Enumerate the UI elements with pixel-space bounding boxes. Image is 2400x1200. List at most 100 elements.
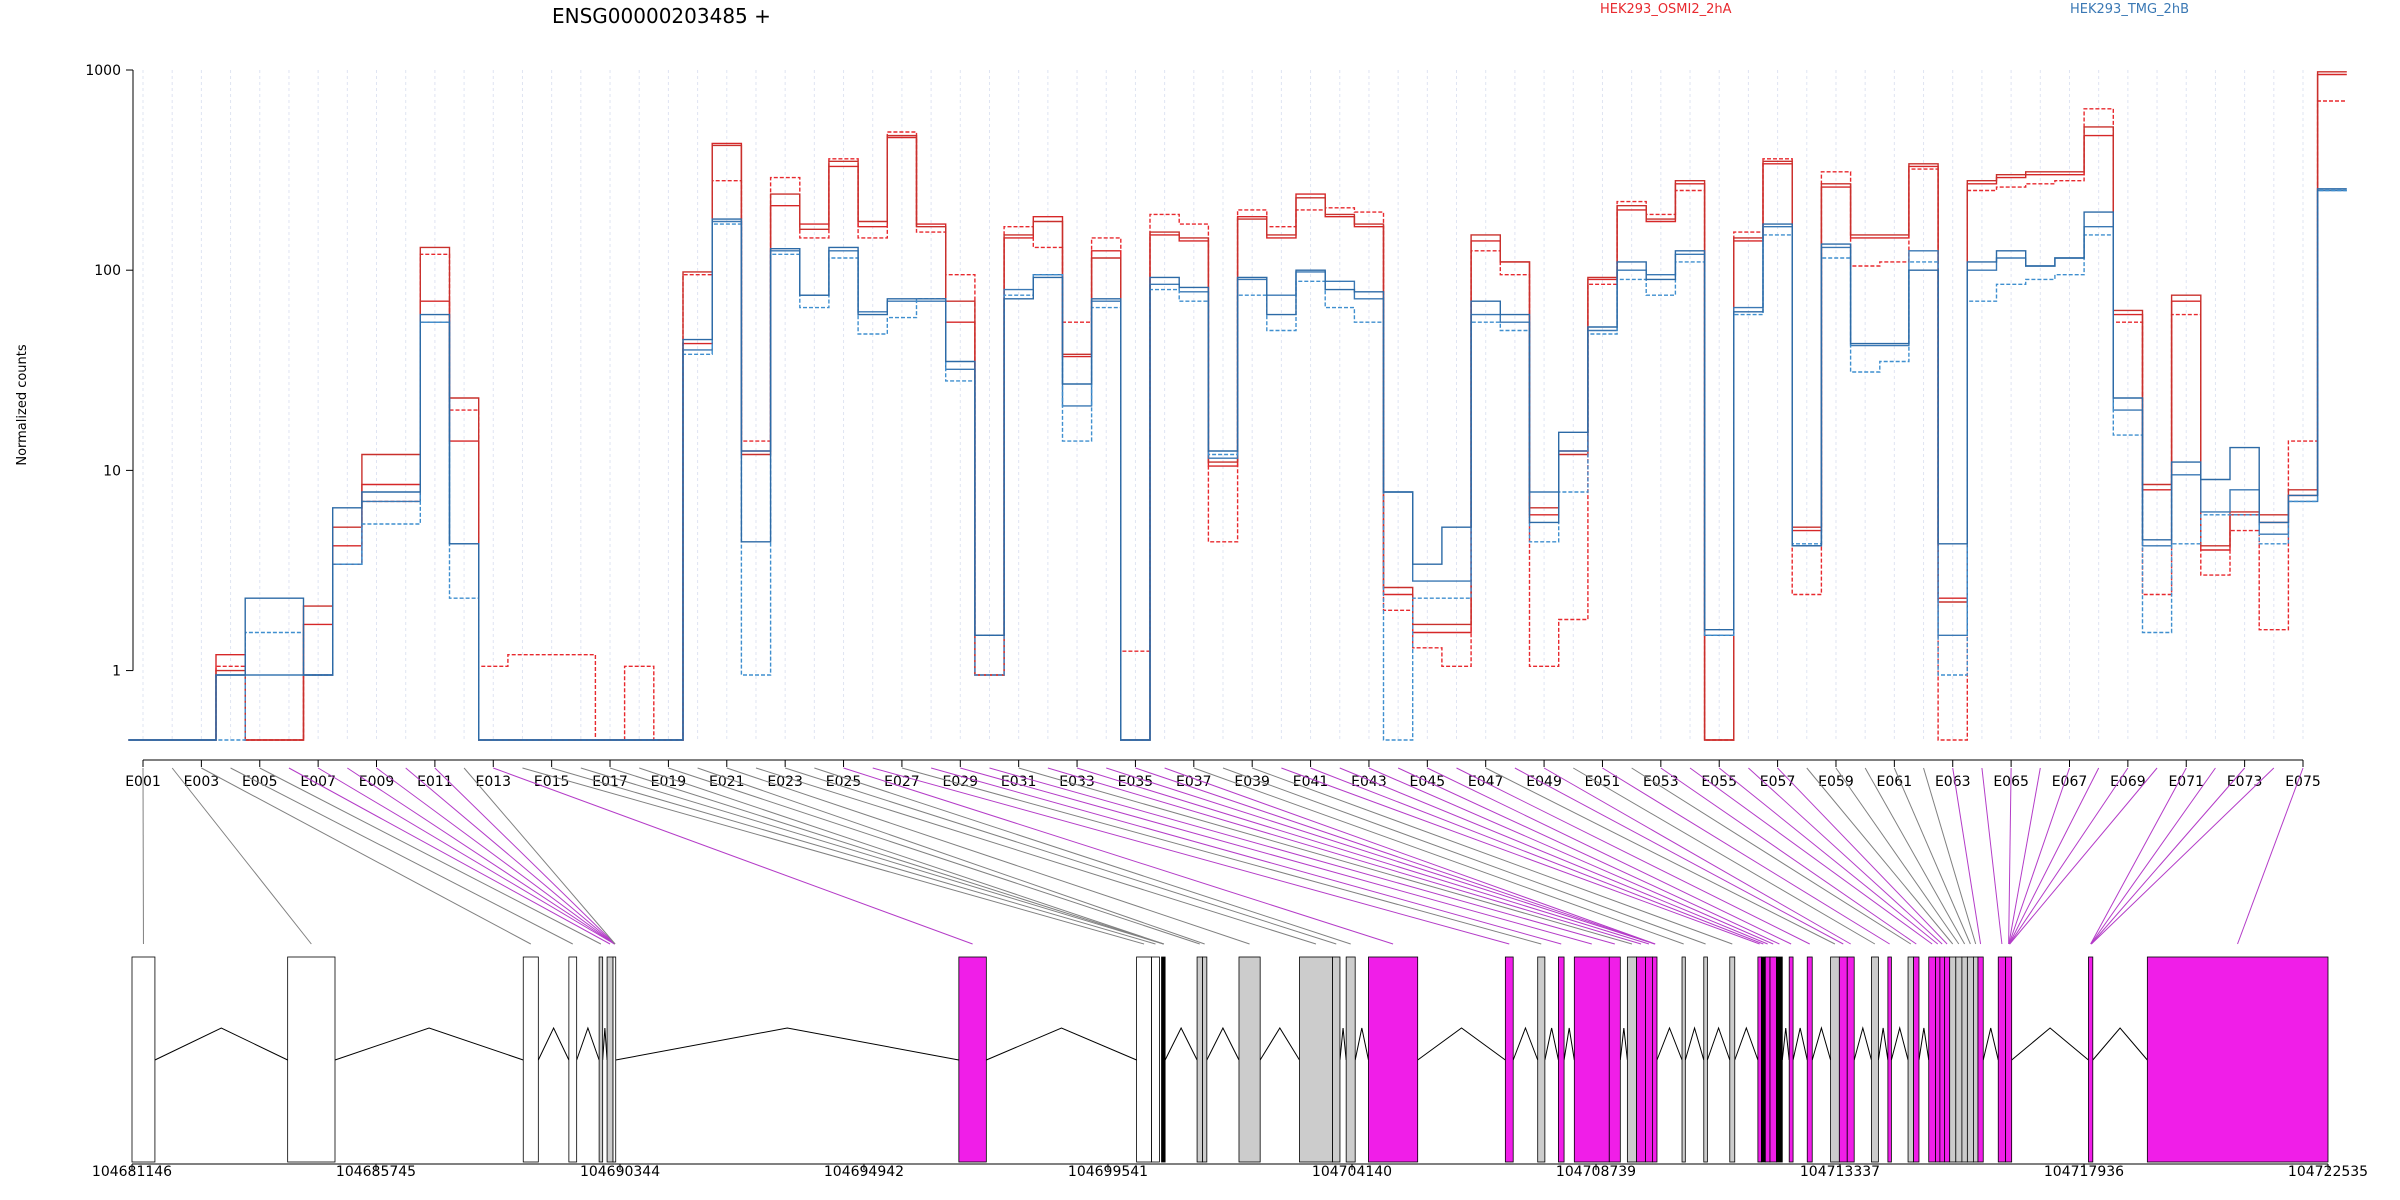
exon-connector-lines xyxy=(142,767,2304,945)
intron-chevron xyxy=(576,1026,600,1061)
x-tick-label: E029 xyxy=(943,774,979,790)
exon-box xyxy=(1838,956,1848,1163)
exon-connector xyxy=(1076,767,1650,945)
exon-connector xyxy=(1777,767,1948,945)
chart-title: ENSG00000203485 + xyxy=(552,4,771,28)
intron-chevron xyxy=(2011,1027,2089,1061)
exon-box xyxy=(2088,956,2094,1163)
intron-chevron xyxy=(1339,1027,1347,1061)
intron-chevron xyxy=(1877,1027,1889,1061)
coord-tick-label: 104717936 xyxy=(2044,1164,2124,1180)
intron-chevron xyxy=(615,1027,959,1061)
exon-connector xyxy=(755,767,1317,945)
coord-tick-label: 104704140 xyxy=(1312,1164,1392,1180)
exon-connector xyxy=(463,767,616,945)
intron-chevron xyxy=(986,1027,1137,1061)
x-tick-label: E033 xyxy=(1059,774,1095,790)
coord-tick-label: 104699541 xyxy=(1068,1164,1148,1180)
exon-connector xyxy=(1339,767,1768,945)
exon-connector xyxy=(405,767,616,945)
exon-connector xyxy=(1135,767,1656,945)
exon-box xyxy=(1928,956,1936,1163)
exon-box xyxy=(1949,956,1957,1163)
legend-label-tmg: HEK293_TMG_2hB xyxy=(2070,2,2189,17)
exon-connector xyxy=(230,767,573,945)
coord-tick-label: 104722535 xyxy=(2288,1164,2368,1180)
intron-chevron xyxy=(1619,1027,1628,1061)
intron-chevron xyxy=(1512,1026,1539,1061)
x-tick-label: E039 xyxy=(1234,774,1270,790)
exon-connector xyxy=(1222,767,1706,945)
exon-connector xyxy=(1310,767,1764,945)
exon-connector xyxy=(493,767,973,945)
x-tick-label: E053 xyxy=(1643,774,1679,790)
coord-tick-label: 104690344 xyxy=(580,1164,660,1180)
exon-box xyxy=(1769,956,1777,1163)
exon-box xyxy=(1681,956,1686,1163)
intron-chevron xyxy=(1417,1027,1506,1061)
intron-chevron xyxy=(1853,1026,1872,1061)
exon-box xyxy=(1961,956,1968,1163)
exon-box xyxy=(568,956,578,1163)
exon-box xyxy=(1196,956,1203,1163)
exon-box xyxy=(1907,956,1914,1163)
exon-connector xyxy=(2008,767,2041,945)
exon-box xyxy=(612,956,617,1163)
exon-box xyxy=(1944,956,1951,1163)
exon-box xyxy=(958,956,987,1163)
exon-connector xyxy=(1602,767,1890,945)
intron-chevron xyxy=(1918,1027,1930,1061)
intron-chevron xyxy=(1544,1027,1559,1061)
x-tick-label: E011 xyxy=(417,774,453,790)
exon-box xyxy=(1537,956,1546,1163)
exon-connector xyxy=(1573,767,1876,945)
exon-connector xyxy=(1047,767,1642,945)
exon-box xyxy=(1299,956,1333,1163)
exon-box xyxy=(1238,956,1261,1163)
exon-connector xyxy=(989,767,1615,945)
y-axis-label: Normalized counts xyxy=(15,344,30,466)
exon-connector xyxy=(201,767,532,945)
exon-connector xyxy=(317,767,615,945)
exon-connector xyxy=(522,767,1145,945)
x-tick-label: E051 xyxy=(1585,774,1621,790)
x-tick-label: E019 xyxy=(651,774,687,790)
exon-connector xyxy=(434,767,616,945)
x-tick-label: E003 xyxy=(184,774,220,790)
exon-box xyxy=(1345,956,1356,1163)
series-lines xyxy=(128,71,2347,741)
exon-connector xyxy=(1718,767,1939,945)
exon-box xyxy=(1151,956,1160,1163)
exon-connector xyxy=(1748,767,1943,945)
genomic-coordinate-axis: 104681146 104685745 104690344 104694942 1046… xyxy=(92,1163,2368,1180)
exon-box xyxy=(2005,956,2013,1163)
x-tick-label: E009 xyxy=(359,774,395,790)
exon-connector xyxy=(2009,767,2158,945)
x-tick-label: E037 xyxy=(1176,774,1212,790)
exon-box xyxy=(1573,956,1610,1163)
exon-connector xyxy=(1981,767,2003,945)
exon-connector xyxy=(376,767,615,945)
exon-connector xyxy=(1923,767,1977,945)
exon-box xyxy=(606,956,614,1163)
coord-tick-label: 104681146 xyxy=(92,1164,172,1180)
x-tick-label: E027 xyxy=(884,774,920,790)
exon-connector xyxy=(288,767,611,945)
exon-box xyxy=(522,956,539,1163)
exon-connector xyxy=(1252,767,1733,945)
x-tick-label: E025 xyxy=(826,774,862,790)
exon-box xyxy=(131,956,156,1163)
intron-chevron xyxy=(1781,1027,1790,1061)
intron-chevron xyxy=(154,1027,288,1061)
exon-box xyxy=(1939,956,1945,1163)
exon-box xyxy=(1136,956,1153,1163)
x-tick-label: E069 xyxy=(2110,774,2146,790)
exon-box xyxy=(1776,956,1783,1163)
exon-connector xyxy=(2090,767,2187,945)
exon-connector xyxy=(1689,767,1933,945)
y-tick-label: 10 xyxy=(103,463,121,479)
exon-box xyxy=(1368,956,1419,1163)
exon-connector xyxy=(1368,767,1774,945)
exon-connector xyxy=(843,767,1394,945)
